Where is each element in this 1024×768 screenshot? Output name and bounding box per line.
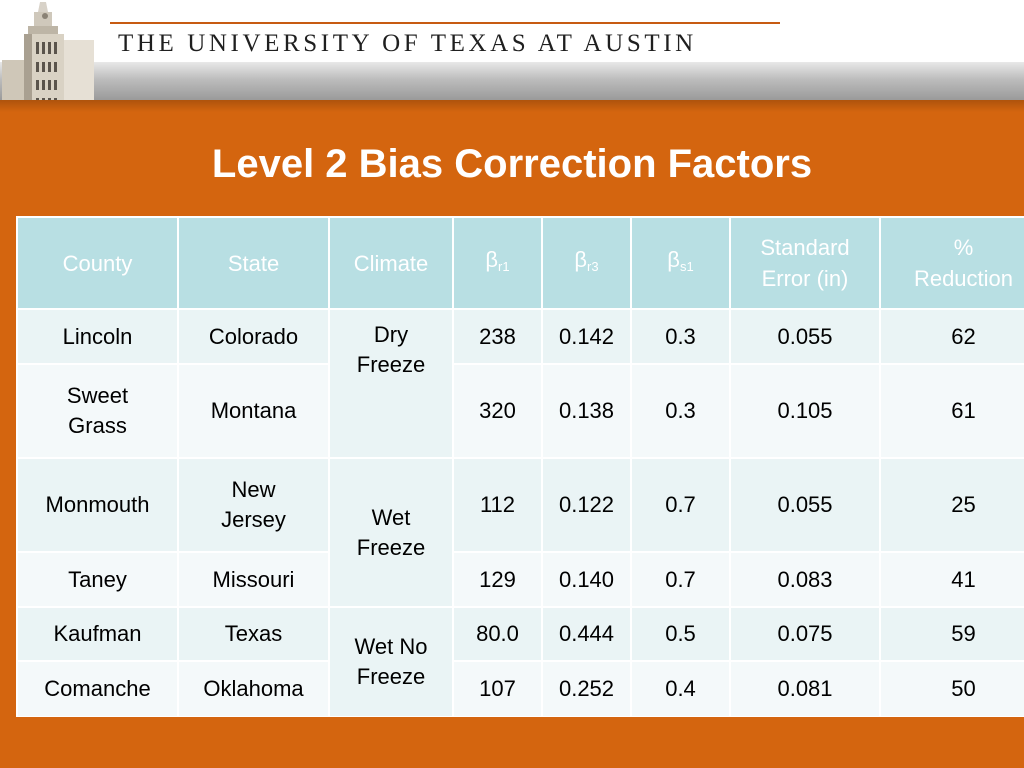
header-white-band [0, 0, 1024, 62]
cell-reduction: 59 [879, 606, 1024, 662]
cell-beta-r3: 0.138 [541, 363, 632, 459]
cell-state: Texas [177, 606, 330, 662]
cell-beta-r3: 0.444 [541, 606, 632, 662]
header-banner: THE UNIVERSITY OF TEXAS AT AUSTIN [0, 0, 1024, 125]
state-line: Jersey [221, 507, 286, 532]
cell-beta-r1: 80.0 [452, 606, 543, 662]
cell-beta-s1: 0.7 [630, 457, 731, 553]
cell-std-error: 0.055 [729, 308, 881, 365]
table-row: Monmouth New Jersey Wet Freeze 112 0.122 0… [16, 457, 1024, 608]
cell-climate-wet-no-freeze: Wet No Freeze [328, 606, 454, 717]
cell-county: Monmouth [16, 457, 179, 553]
climate-line: Freeze [356, 352, 426, 377]
table-row: Sweet Grass Montana 320 0.138 0.3 0.105 6… [16, 363, 1024, 459]
table-row: Comanche Oklahoma 107 0.252 0.4 0.081 50 [16, 660, 1024, 717]
col-header-climate: Climate [328, 216, 454, 310]
cell-beta-r1: 129 [452, 551, 543, 608]
header-gray-band [0, 62, 1024, 100]
cell-beta-r3: 0.252 [541, 660, 632, 717]
cell-beta-r1: 112 [452, 457, 543, 553]
col-header-county: County [16, 216, 179, 310]
col-header-beta-s1: βs1 [630, 216, 731, 310]
cell-reduction: 61 [879, 363, 1024, 459]
climate-line: Freeze [356, 664, 426, 689]
climate-line: Wet No [354, 634, 428, 659]
beta-symbol: β [667, 247, 680, 272]
header-line: Reduction [913, 266, 1014, 291]
table-row: Kaufman Texas Wet No Freeze 80.0 0.444 0.… [16, 606, 1024, 717]
cell-state: New Jersey [177, 457, 330, 553]
col-header-beta-r3: βr3 [541, 216, 632, 310]
cell-state: Montana [177, 363, 330, 459]
table-header-row: County State Climate βr1 βr3 βs1 Standar… [16, 216, 1024, 310]
university-name: THE UNIVERSITY OF TEXAS AT AUSTIN [118, 30, 697, 57]
cell-beta-r1: 320 [452, 363, 543, 459]
header-accent-line [110, 22, 780, 24]
climate-line: Dry [373, 322, 409, 347]
cell-reduction: 62 [879, 308, 1024, 365]
cell-county: Comanche [16, 660, 179, 717]
beta-subscript: s1 [679, 259, 694, 274]
cell-reduction: 50 [879, 660, 1024, 717]
cell-beta-s1: 0.5 [630, 606, 731, 662]
table-row: Lincoln Colorado Dry Freeze 238 0.142 0.3… [16, 308, 1024, 459]
col-header-state: State [177, 216, 330, 310]
beta-symbol: β [574, 247, 588, 272]
cell-beta-s1: 0.3 [630, 308, 731, 365]
cell-beta-r3: 0.142 [541, 308, 632, 365]
cell-beta-r1: 238 [452, 308, 543, 365]
cell-county: Sweet Grass [16, 363, 179, 459]
cell-beta-s1: 0.3 [630, 363, 731, 459]
beta-symbol: β [485, 247, 499, 272]
cell-beta-r3: 0.122 [541, 457, 632, 553]
cell-state: Colorado [177, 308, 330, 365]
cell-state: Missouri [177, 551, 330, 608]
bias-correction-table: County State Climate βr1 βr3 βs1 Standar… [16, 216, 1024, 717]
header-line: Error (in) [761, 266, 849, 291]
cell-reduction: 25 [879, 457, 1024, 553]
table-row: Taney Missouri 129 0.140 0.7 0.083 41 [16, 551, 1024, 608]
state-line: New [231, 477, 276, 502]
cell-beta-s1: 0.4 [630, 660, 731, 717]
cell-std-error: 0.055 [729, 457, 881, 553]
cell-std-error: 0.081 [729, 660, 881, 717]
cell-beta-s1: 0.7 [630, 551, 731, 608]
col-header-std-error: Standard Error (in) [729, 216, 881, 310]
header-line: % [953, 235, 974, 260]
cell-state: Oklahoma [177, 660, 330, 717]
climate-line: Wet [371, 504, 411, 530]
climate-line: Freeze [356, 534, 426, 560]
cell-climate-wet-freeze: Wet Freeze [328, 457, 454, 608]
col-header-beta-r1: βr1 [452, 216, 543, 310]
cell-county: Kaufman [16, 606, 179, 662]
cell-reduction: 41 [879, 551, 1024, 608]
cell-beta-r1: 107 [452, 660, 543, 717]
cell-std-error: 0.105 [729, 363, 881, 459]
cell-county: Lincoln [16, 308, 179, 365]
col-header-reduction: % Reduction [879, 216, 1024, 310]
county-line: Grass [68, 413, 127, 438]
beta-subscript: r3 [587, 259, 599, 274]
county-line: Sweet [66, 383, 129, 408]
cell-beta-r3: 0.140 [541, 551, 632, 608]
cell-std-error: 0.075 [729, 606, 881, 662]
slide-title: Level 2 Bias Correction Factors [211, 142, 813, 186]
cell-county: Taney [16, 551, 179, 608]
beta-subscript: r1 [498, 259, 510, 274]
cell-std-error: 0.083 [729, 551, 881, 608]
header-line: Standard [760, 235, 850, 260]
cell-climate-dry-freeze: Dry Freeze [328, 308, 454, 459]
